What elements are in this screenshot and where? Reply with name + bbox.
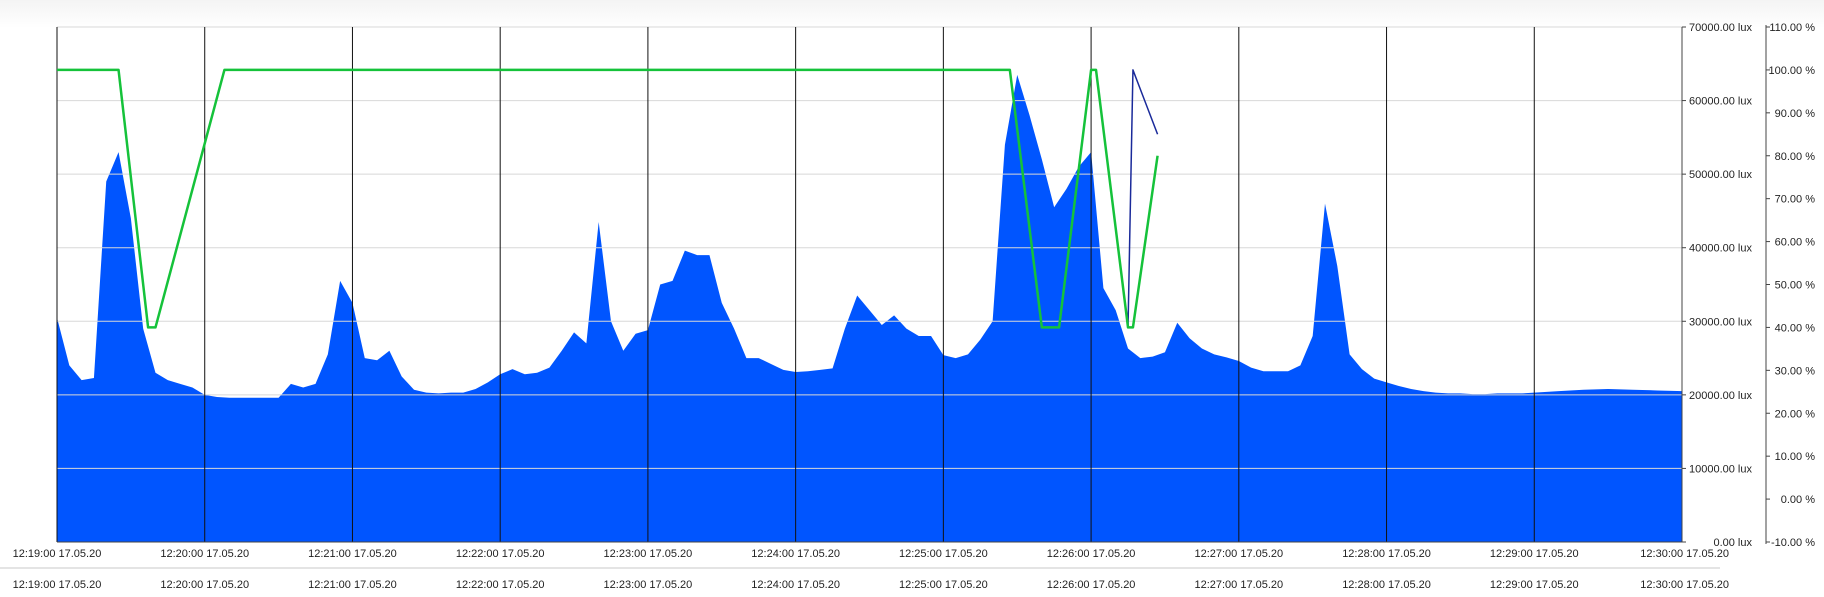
right-y-tick-label: -10.00 %	[1771, 537, 1815, 549]
right-y-tick-label: 110.00 %	[1769, 22, 1815, 34]
x-tick-label: 12:21:00 17.05.20	[308, 548, 397, 560]
x-tick-label-secondary: 12:27:00 17.05.20	[1194, 579, 1283, 591]
x-tick-label-secondary: 12:26:00 17.05.20	[1047, 579, 1136, 591]
right-y-tick-label: 30.00 %	[1775, 365, 1816, 377]
left-y-tick-label: 40000.00 lux	[1689, 243, 1752, 255]
x-tick-label: 12:19:00 17.05.20	[13, 548, 102, 560]
left-y-axis-labels: 0.00 lux 10000.00 lux 20000.00 lux 30000.00…	[1682, 22, 1752, 549]
right-y-tick-label: 0.00 %	[1781, 494, 1815, 506]
x-tick-label: 12:23:00 17.05.20	[604, 548, 693, 560]
right-y-tick-label: 80.00 %	[1775, 151, 1816, 163]
right-y-tick-label: 10.00 %	[1775, 451, 1816, 463]
x-tick-label-secondary: 12:20:00 17.05.20	[160, 579, 249, 591]
right-y-tick-label: 100.00 %	[1769, 65, 1816, 77]
x-tick-label: 12:20:00 17.05.20	[160, 548, 249, 560]
right-y-tick-label: 20.00 %	[1775, 408, 1816, 420]
x-tick-label-secondary: 12:28:00 17.05.20	[1342, 579, 1431, 591]
x-tick-label-secondary: 12:24:00 17.05.20	[751, 579, 840, 591]
window-top-bar	[0, 0, 1824, 28]
left-y-tick-label: 30000.00 lux	[1689, 316, 1752, 328]
percent-line-series-1	[57, 69, 1159, 329]
x-tick-label: 12:27:00 17.05.20	[1194, 548, 1283, 560]
right-y-tick-label: 50.00 %	[1775, 280, 1816, 292]
left-y-tick-label: 60000.00 lux	[1689, 96, 1752, 108]
plot-area-group	[57, 74, 1682, 542]
x-tick-label: 12:26:00 17.05.20	[1047, 548, 1136, 560]
x-tick-label: 12:24:00 17.05.20	[751, 548, 840, 560]
percent-line-series-2	[57, 68, 1159, 329]
x-tick-label: 12:25:00 17.05.20	[899, 548, 988, 560]
x-tick-label-secondary: 12:19:00 17.05.20	[13, 579, 102, 591]
x-tick-label: 12:30:00 17.05.20	[1640, 548, 1729, 560]
lux-area-series	[57, 74, 1682, 542]
x-axis-labels-row2: 12:19:00 17.05.20 12:20:00 17.05.20 12:21:…	[13, 579, 1729, 591]
x-tick-label-secondary: 12:29:00 17.05.20	[1490, 579, 1579, 591]
x-tick-label: 12:22:00 17.05.20	[456, 548, 545, 560]
left-y-tick-label: 10000.00 lux	[1689, 463, 1752, 475]
right-y-tick-label: 60.00 %	[1775, 237, 1816, 249]
left-y-tick-label: 20000.00 lux	[1689, 390, 1752, 402]
right-y-axis-labels: -10.00 % 0.00 % 10.00 % 20.00 % 30.00 % 40.00…	[1766, 22, 1815, 549]
left-y-tick-label: 0.00 lux	[1713, 537, 1752, 549]
x-tick-label-secondary: 12:25:00 17.05.20	[899, 579, 988, 591]
x-axis-labels-row1: 12:19:00 17.05.20 12:20:00 17.05.20 12:21:…	[13, 548, 1729, 560]
right-y-tick-label: 70.00 %	[1775, 194, 1816, 206]
right-y-tick-label: 40.00 %	[1775, 322, 1816, 334]
left-y-tick-label: 50000.00 lux	[1689, 169, 1752, 181]
series-lines	[57, 68, 1159, 329]
left-y-tick-label: 70000.00 lux	[1689, 22, 1752, 34]
x-tick-label-secondary: 12:30:00 17.05.20	[1640, 579, 1729, 591]
x-tick-label-secondary: 12:22:00 17.05.20	[456, 579, 545, 591]
x-tick-label-secondary: 12:23:00 17.05.20	[604, 579, 693, 591]
x-tick-label-secondary: 12:21:00 17.05.20	[308, 579, 397, 591]
x-tick-label: 12:28:00 17.05.20	[1342, 548, 1431, 560]
x-tick-label: 12:29:00 17.05.20	[1490, 548, 1579, 560]
right-y-tick-label: 90.00 %	[1775, 108, 1816, 120]
